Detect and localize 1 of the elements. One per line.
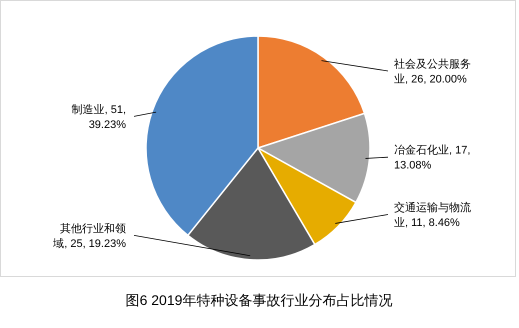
text: 图6 2019年特种设备事故行业分布占比情况 [126,292,392,308]
